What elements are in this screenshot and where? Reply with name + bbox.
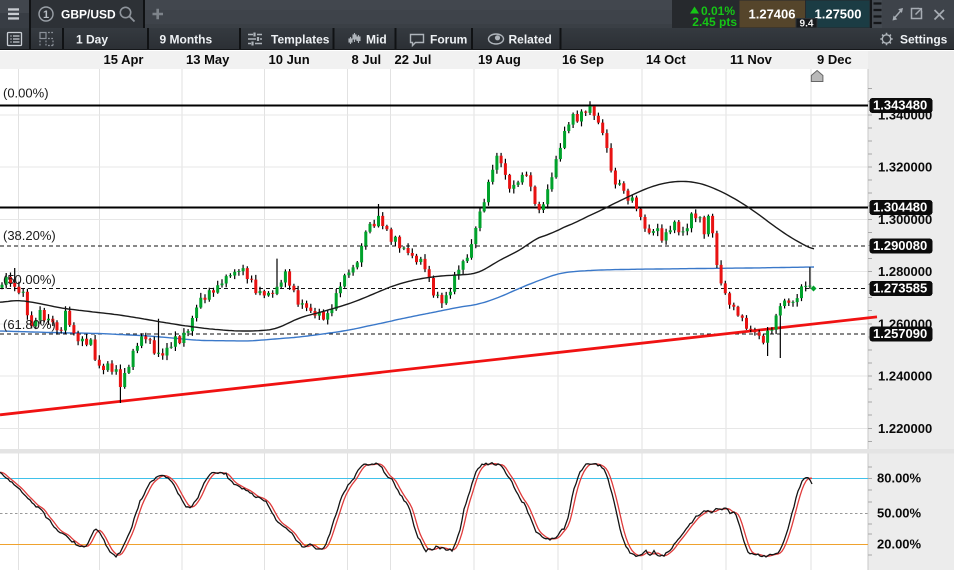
svg-text:1.280000: 1.280000 (878, 264, 932, 279)
svg-text:9.4: 9.4 (800, 19, 814, 28)
svg-text:Related: Related (509, 33, 552, 47)
svg-text:8 Jul: 8 Jul (352, 52, 382, 67)
svg-text:9 Months: 9 Months (160, 33, 213, 47)
svg-text:GBP/USD: GBP/USD (61, 8, 116, 22)
svg-text:9 Dec: 9 Dec (817, 52, 852, 67)
svg-text:13 May: 13 May (186, 52, 230, 67)
svg-text:Settings: Settings (900, 33, 948, 47)
svg-text:1.27500: 1.27500 (815, 7, 862, 22)
svg-text:15 Apr: 15 Apr (104, 52, 144, 67)
svg-text:1.300000: 1.300000 (878, 212, 932, 227)
svg-text:16 Sep: 16 Sep (562, 52, 604, 67)
svg-text:(38.20%): (38.20%) (3, 228, 56, 243)
svg-text:1.273585: 1.273585 (873, 281, 927, 296)
svg-text:1 Day: 1 Day (76, 33, 108, 47)
svg-text:1.340000: 1.340000 (878, 107, 932, 122)
svg-text:1.304480: 1.304480 (873, 200, 927, 215)
svg-text:0.01%: 0.01% (701, 4, 735, 18)
svg-text:(50.00%): (50.00%) (3, 272, 56, 287)
svg-text:1.343480: 1.343480 (873, 98, 927, 113)
svg-text:1: 1 (43, 9, 49, 21)
svg-text:22 Jul: 22 Jul (395, 52, 432, 67)
svg-text:1.257090: 1.257090 (873, 326, 927, 341)
svg-text:(0.00%): (0.00%) (3, 86, 49, 101)
svg-text:14 Oct: 14 Oct (646, 52, 686, 67)
svg-text:1.320000: 1.320000 (878, 160, 932, 175)
svg-text:80.00%: 80.00% (877, 471, 922, 486)
svg-text:1.220000: 1.220000 (878, 421, 932, 436)
svg-text:2.45 pts: 2.45 pts (692, 15, 737, 28)
svg-text:50.00%: 50.00% (877, 506, 922, 521)
svg-text:1.240000: 1.240000 (878, 369, 932, 384)
svg-text:1.260000: 1.260000 (878, 316, 932, 331)
svg-text:Mid: Mid (366, 33, 387, 47)
svg-text:Forum: Forum (430, 33, 467, 47)
svg-text:1.290080: 1.290080 (873, 238, 927, 253)
svg-text:20.00%: 20.00% (877, 537, 922, 552)
svg-text:(61.80%): (61.80%) (3, 317, 56, 332)
svg-text:11 Nov: 11 Nov (730, 52, 773, 67)
svg-text:19 Aug: 19 Aug (478, 52, 521, 67)
svg-text:1.27406: 1.27406 (749, 7, 796, 22)
svg-text:10 Jun: 10 Jun (269, 52, 310, 67)
svg-text:Templates: Templates (271, 33, 330, 47)
